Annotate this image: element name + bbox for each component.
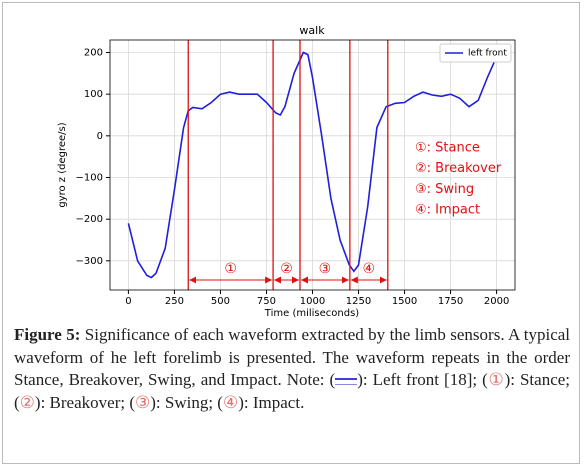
chart: walk Time (miliseconds) gyro z (degree/s… [57, 24, 516, 319]
phase-icon: ① [487, 370, 505, 389]
phase-legend-item: ①: Stance [415, 141, 480, 156]
x-tick-label: 1750 [438, 296, 463, 307]
y-tick-label: 100 [84, 89, 103, 100]
plot-frame [109, 39, 516, 291]
note-part: ): Left front [18]; ( [357, 370, 488, 389]
phase-label: ① [224, 261, 237, 277]
caption-text: Significance of each waveform extracted … [14, 325, 571, 389]
phase-label: ③ [319, 261, 332, 277]
note-part: ): Stance; ( [14, 370, 571, 412]
note-part: ): Breakover; ( [34, 392, 135, 412]
legend-box [439, 43, 512, 63]
x-axis-label: Time (miliseconds) [264, 308, 360, 319]
phase-icon: ③ [135, 392, 151, 412]
x-tick-label: 0 [125, 296, 131, 307]
x-tick-label: 1250 [346, 296, 371, 307]
legend-label: left front [468, 49, 507, 59]
x-tick-label: 750 [257, 296, 276, 307]
phase-legend-item: ②: Breakover [415, 161, 502, 176]
data-line [127, 51, 498, 279]
y-tick-label: −100 [76, 173, 103, 184]
phase-icon: ④ [222, 392, 239, 412]
caption: Figure 5: Significance of each waveform … [14, 324, 570, 414]
x-tick-label: 250 [165, 296, 184, 307]
y-tick-label: 200 [84, 48, 103, 59]
note-part: Note: ( [286, 370, 336, 389]
y-tick-label: 0 [97, 131, 103, 142]
y-axis-label: gyro z (degree/s) [57, 122, 68, 207]
x-tick-label: 1000 [300, 296, 325, 307]
chart-title: walk [299, 24, 325, 37]
caption-label: Figure 5: [14, 325, 81, 344]
figure-frame [2, 2, 580, 464]
x-tick-label: 500 [211, 296, 230, 307]
legend-icon [335, 377, 358, 385]
x-tick-label: 2000 [484, 296, 509, 307]
y-tick-label: −200 [76, 214, 103, 225]
phase-icon: ② [19, 392, 35, 412]
x-tick-label: 1500 [392, 296, 417, 307]
note-part: ): Swing; ( [150, 392, 223, 412]
y-tick-label: −300 [76, 256, 103, 267]
phase-label: ② [280, 261, 293, 277]
note-part: ): Impact. [238, 392, 305, 412]
phase-legend-item: ③: Swing [415, 182, 474, 197]
phase-label: ④ [363, 261, 376, 277]
phase-legend-item: ④: Impact [415, 203, 480, 218]
